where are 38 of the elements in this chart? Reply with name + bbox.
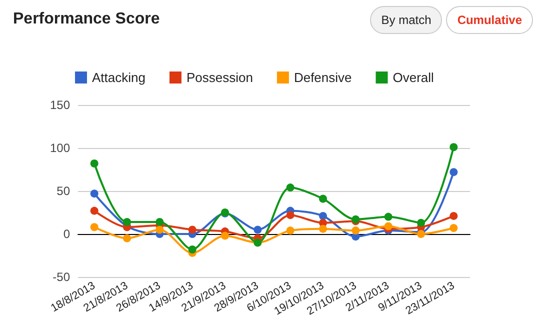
point bbox=[286, 184, 294, 192]
chart-title: Performance Score bbox=[13, 10, 160, 28]
point bbox=[90, 223, 98, 232]
y-tick-label: 100 bbox=[50, 141, 70, 155]
point bbox=[286, 226, 294, 235]
point bbox=[450, 224, 458, 232]
point bbox=[188, 226, 196, 234]
text: Cumulative bbox=[446, 6, 533, 34]
legend-label: Possession bbox=[186, 70, 253, 85]
point bbox=[221, 232, 229, 240]
point bbox=[417, 218, 425, 227]
text: By match bbox=[370, 6, 442, 34]
point bbox=[319, 212, 327, 220]
point bbox=[90, 159, 98, 168]
point bbox=[156, 218, 164, 226]
point bbox=[254, 226, 262, 234]
y-tick-label: -50 bbox=[52, 270, 70, 284]
legend-label: Overall bbox=[392, 70, 434, 85]
point bbox=[90, 190, 98, 198]
point bbox=[286, 211, 294, 220]
point bbox=[90, 206, 98, 215]
legend-label: Attacking bbox=[92, 70, 146, 85]
point bbox=[450, 143, 458, 152]
point bbox=[123, 218, 131, 226]
point bbox=[188, 245, 196, 254]
y-tick-label: 50 bbox=[56, 184, 70, 198]
point bbox=[450, 212, 458, 220]
point bbox=[319, 194, 327, 203]
legend-label: Defensive bbox=[294, 70, 352, 85]
point bbox=[450, 168, 458, 176]
point bbox=[352, 226, 360, 235]
point bbox=[123, 234, 131, 242]
point bbox=[156, 226, 164, 234]
point bbox=[384, 222, 392, 230]
y-tick-label: 0 bbox=[63, 227, 70, 241]
point bbox=[384, 212, 392, 221]
y-tick-label: 150 bbox=[50, 98, 70, 112]
point bbox=[319, 224, 327, 233]
